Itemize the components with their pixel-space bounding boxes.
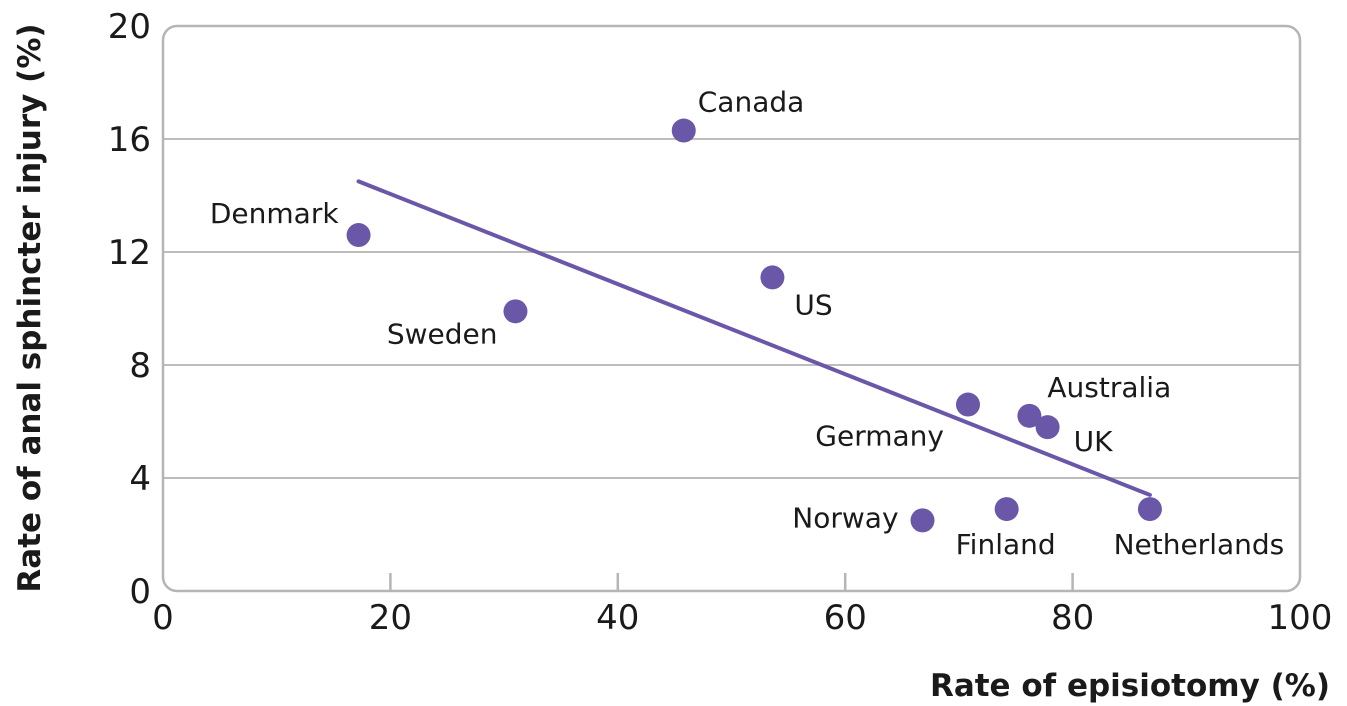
point-labels: Canada Denmark US Sweden Australia UK Germany N… bbox=[210, 86, 1284, 562]
grid-lines bbox=[163, 138, 1300, 479]
x-tick-label-40: 40 bbox=[596, 598, 639, 638]
trendline bbox=[356, 179, 1152, 497]
y-axis-title: Rate of anal sphincter injury (%) bbox=[12, 23, 48, 592]
x-tick-label-100: 100 bbox=[1268, 598, 1333, 638]
x-tick-label-20: 20 bbox=[369, 598, 412, 638]
point-label-uk: UK bbox=[1074, 425, 1113, 458]
point-uk bbox=[1035, 415, 1060, 440]
point-germany bbox=[955, 392, 980, 417]
y-tick-label-0: 0 bbox=[129, 572, 151, 612]
data-points bbox=[346, 118, 1162, 533]
y-tick-label-20: 20 bbox=[108, 7, 151, 47]
point-us bbox=[760, 265, 785, 290]
point-label-denmark: Denmark bbox=[210, 197, 339, 230]
point-label-us: US bbox=[794, 288, 832, 321]
point-label-finland: Finland bbox=[956, 528, 1056, 561]
x-tick-label-60: 60 bbox=[824, 598, 867, 638]
x-tick-label-0: 0 bbox=[152, 598, 174, 638]
y-tick-label-4: 4 bbox=[129, 459, 151, 499]
x-axis-title: Rate of episiotomy (%) bbox=[930, 668, 1330, 704]
y-tick-label-8: 8 bbox=[129, 346, 151, 386]
y-tick-label-16: 16 bbox=[108, 120, 151, 160]
point-label-sweden: Sweden bbox=[387, 317, 498, 350]
y-tick-label-12: 12 bbox=[108, 233, 151, 273]
point-denmark bbox=[346, 223, 371, 248]
plot-frame bbox=[161, 24, 1302, 593]
point-label-canada: Canada bbox=[698, 86, 805, 119]
point-sweden bbox=[503, 299, 528, 324]
trendline-group bbox=[356, 179, 1152, 497]
point-label-germany: Germany bbox=[815, 420, 944, 453]
point-finland bbox=[994, 497, 1019, 522]
point-label-netherlands: Netherlands bbox=[1114, 528, 1285, 561]
x-tick-label-80: 80 bbox=[1051, 598, 1094, 638]
point-netherlands bbox=[1137, 497, 1162, 522]
point-norway bbox=[910, 508, 935, 533]
point-australia bbox=[1017, 403, 1042, 428]
point-label-norway: Norway bbox=[792, 501, 898, 534]
point-canada bbox=[671, 118, 696, 143]
axis-ticks: 0 4 8 12 16 20 0 20 40 60 80 100 bbox=[108, 7, 1333, 638]
point-label-australia: Australia bbox=[1047, 371, 1171, 404]
